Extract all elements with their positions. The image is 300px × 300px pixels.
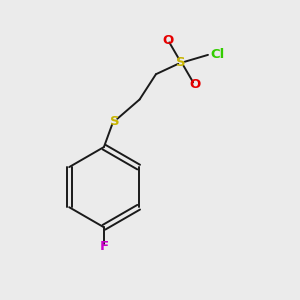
- Text: F: F: [99, 240, 109, 253]
- Text: O: O: [162, 34, 173, 46]
- Text: S: S: [176, 56, 186, 69]
- Text: S: S: [110, 115, 119, 128]
- Text: Cl: Cl: [210, 48, 224, 62]
- Text: O: O: [189, 78, 200, 91]
